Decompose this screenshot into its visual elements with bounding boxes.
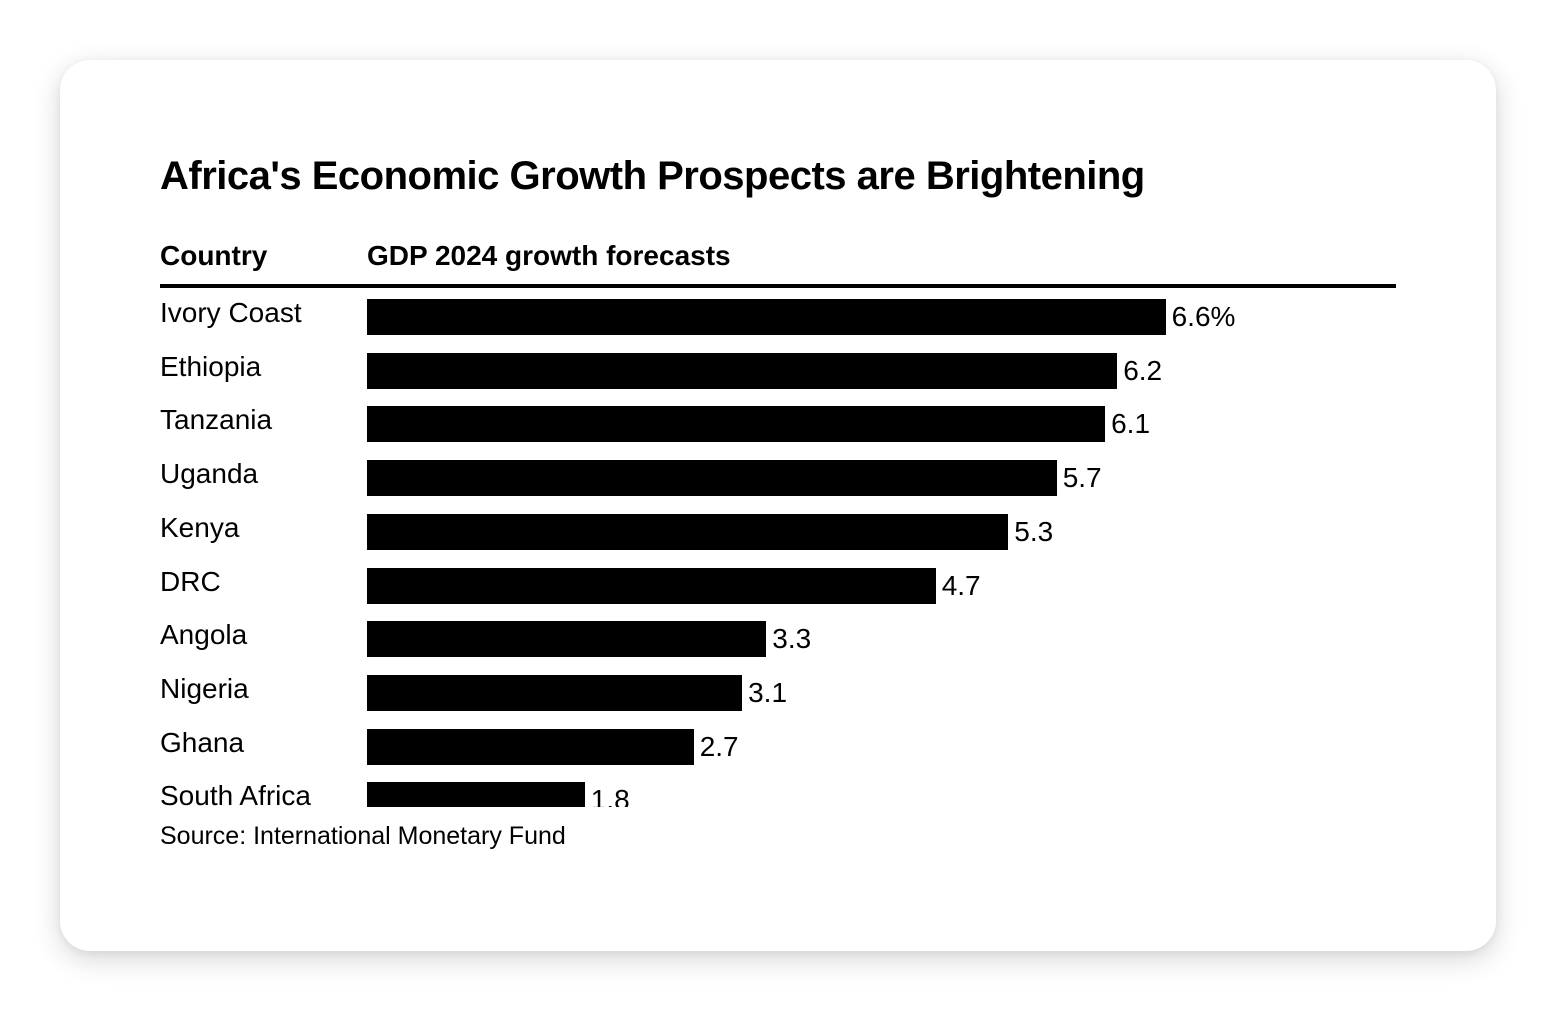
bar-row: Kenya 5.3: [60, 504, 1496, 558]
bar: [367, 567, 936, 604]
bar: [367, 299, 1166, 335]
bar-row: Ivory Coast 6.6%: [60, 289, 1496, 343]
bar-row: Ghana 2.7: [60, 719, 1496, 773]
gdp-column-header: GDP 2024 growth forecasts: [367, 240, 731, 271]
bar-row: DRC 4.7: [60, 558, 1496, 612]
source-note: Source: International Monetary Fund: [160, 822, 566, 850]
value-label: 3.1: [748, 676, 788, 708]
bar-row: Angola 3.3: [60, 611, 1496, 665]
bar-row: South Africa 1.8: [60, 772, 1496, 807]
value-label: 2.7: [699, 730, 739, 762]
bar-row: Tanzania 6.1: [60, 396, 1496, 450]
bar: [367, 728, 694, 765]
category-label: DRC: [160, 565, 221, 597]
bar: [367, 460, 1057, 497]
value-label: 3.3: [772, 623, 812, 655]
bar-plot-area: Ivory Coast 6.6% Ethiopia 6.2 Tanzania 6.1 Uga…: [60, 288, 1496, 807]
bar: [367, 513, 1009, 550]
category-label: Tanzania: [160, 404, 273, 436]
bar-row: Nigeria 3.1: [60, 665, 1496, 719]
bar: [367, 782, 585, 807]
category-label: Ethiopia: [160, 350, 262, 382]
bar-row: Ethiopia 6.2: [60, 343, 1496, 397]
chart-title: Africa's Economic Growth Prospects are B…: [160, 154, 1145, 198]
category-label: Ivory Coast: [160, 297, 302, 328]
value-label: 5.7: [1062, 462, 1102, 494]
bar: [367, 352, 1118, 389]
bar: [367, 621, 767, 658]
category-label: Nigeria: [160, 672, 249, 704]
category-label: Uganda: [160, 458, 259, 490]
bar: [367, 674, 743, 711]
value-label: 5.3: [1014, 515, 1054, 547]
bar: [367, 406, 1106, 443]
bar-row: Uganda 5.7: [60, 450, 1496, 504]
category-label: South Africa: [160, 780, 311, 807]
header-rule: [160, 284, 1396, 288]
value-label: 6.2: [1123, 354, 1163, 386]
value-label: 1.8: [590, 784, 630, 807]
chart-card: Africa's Economic Growth Prospects are B…: [60, 60, 1496, 951]
value-label: 6.6%: [1171, 301, 1236, 332]
value-label: 4.7: [941, 569, 981, 601]
category-label: Kenya: [160, 511, 240, 543]
value-label: 6.1: [1111, 408, 1151, 440]
category-label: Angola: [160, 619, 248, 651]
category-label: Ghana: [160, 726, 245, 758]
country-column-header: Country: [160, 240, 268, 271]
